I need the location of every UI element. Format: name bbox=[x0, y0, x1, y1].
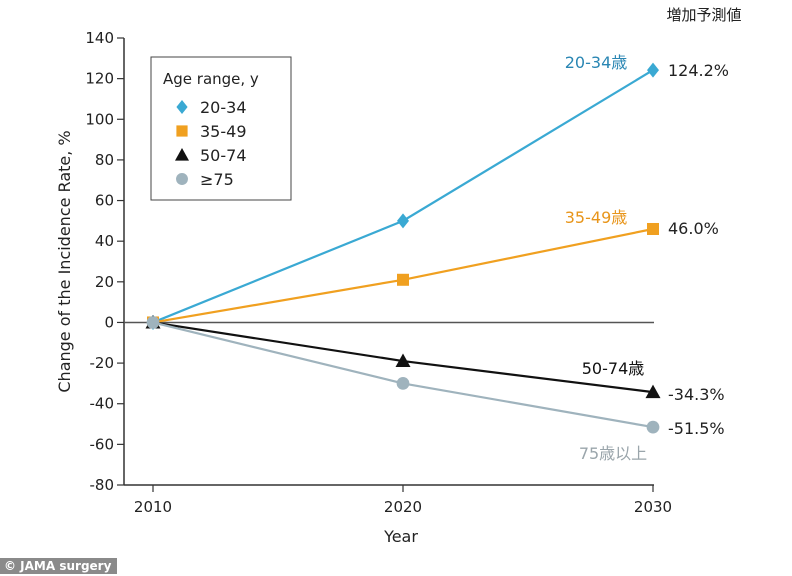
series-point bbox=[395, 353, 411, 368]
series-label: 35-49歳 bbox=[565, 208, 628, 227]
series-label: 50-74歳 bbox=[582, 359, 645, 378]
legend-box bbox=[150, 56, 292, 201]
y-tick-label: 100 bbox=[85, 110, 114, 128]
x-axis-title: Year bbox=[383, 527, 418, 546]
x-tick-label: 2030 bbox=[634, 498, 672, 516]
credit-badge: © JAMA surgery bbox=[0, 558, 118, 574]
legend-label: ≥75 bbox=[200, 170, 234, 189]
y-tick-label: -60 bbox=[90, 435, 115, 453]
series-point bbox=[146, 316, 160, 329]
legend-marker bbox=[176, 100, 188, 114]
series-point bbox=[397, 213, 409, 229]
legend-marker bbox=[175, 148, 189, 161]
series-label: 75歳以上 bbox=[579, 444, 647, 463]
y-tick-label: 140 bbox=[85, 29, 114, 47]
y-tick-label: 60 bbox=[95, 192, 114, 210]
x-tick-label: 2020 bbox=[384, 498, 422, 516]
series-line-3 bbox=[152, 321, 654, 429]
y-axis-title: Change of the Incidence Rate, % bbox=[55, 130, 74, 392]
series-point bbox=[645, 384, 661, 399]
y-tick-label: 80 bbox=[95, 151, 114, 169]
series-point bbox=[647, 62, 659, 78]
legend-label: 20-34 bbox=[200, 98, 247, 117]
end-value-label: -51.5% bbox=[668, 419, 725, 438]
y-tick-label: -20 bbox=[90, 354, 115, 372]
header-note: 増加予測値 bbox=[666, 6, 741, 24]
end-value-label: 46.0% bbox=[668, 219, 719, 238]
legend-marker bbox=[176, 125, 188, 137]
x-tick-label: 2010 bbox=[134, 498, 172, 516]
legend-title: Age range, y bbox=[163, 70, 259, 88]
legend-label: 50-74 bbox=[200, 146, 247, 165]
series-point bbox=[646, 420, 660, 434]
series-point bbox=[397, 273, 409, 286]
series-point bbox=[396, 377, 410, 390]
legend: Age range, y 20-34 35-49 50-74 ≥75 bbox=[150, 56, 292, 201]
y-tick-label: 40 bbox=[95, 232, 114, 250]
y-tick-label: 0 bbox=[104, 313, 114, 331]
y-tick-label: 20 bbox=[95, 273, 114, 291]
series-point bbox=[647, 222, 659, 235]
y-tick-label: 120 bbox=[85, 70, 114, 88]
axes: 140 120 100 80 60 40 20 0 -20 -40 -60 -80 2010 2020 20… bbox=[85, 29, 672, 516]
end-value-label: 124.2% bbox=[668, 61, 729, 80]
series-label: 20-34歳 bbox=[565, 53, 628, 72]
series-group: 20-34歳 124.2% 35-49歳 46.0% 50-74歳 -34.3% 75歳以上… bbox=[145, 53, 729, 463]
y-tick-label: -40 bbox=[90, 395, 115, 413]
y-tick-label: -80 bbox=[90, 476, 115, 494]
legend-label: 35-49 bbox=[200, 122, 247, 141]
end-value-label: -34.3% bbox=[668, 385, 725, 404]
legend-marker bbox=[176, 173, 188, 185]
